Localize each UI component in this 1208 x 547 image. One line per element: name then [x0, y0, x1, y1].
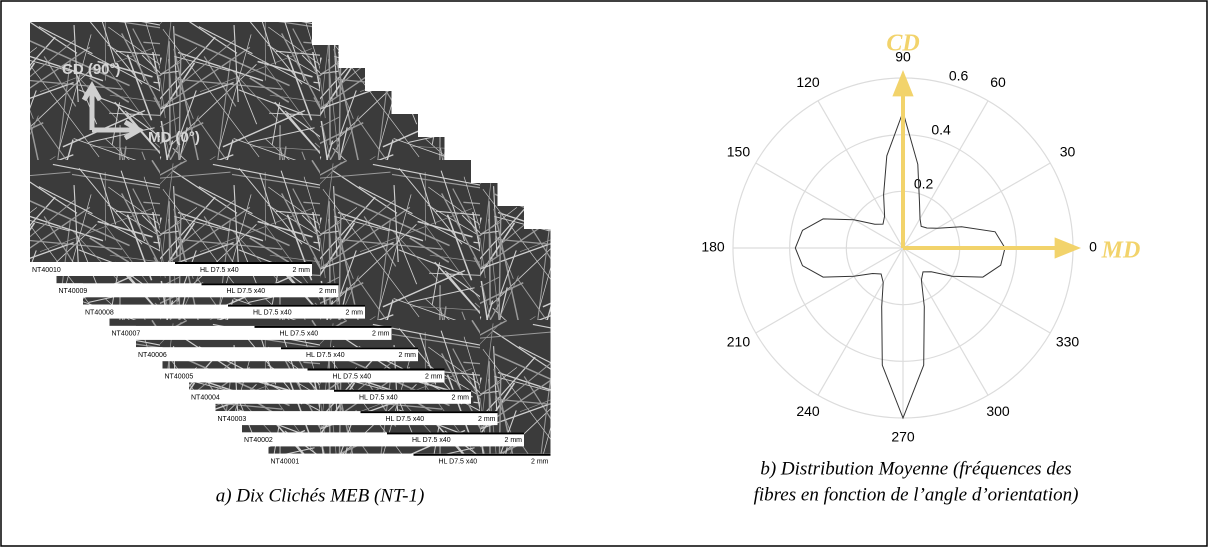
image-scale: 2 mm — [452, 395, 470, 402]
overlay-arrow — [81, 80, 145, 141]
theta-tick-label: 120 — [796, 74, 820, 90]
image-id: NT40002 — [244, 437, 273, 444]
image-id: NT40009 — [59, 288, 88, 295]
caption: a) Dix Clichés MEB (NT-1) — [216, 485, 425, 506]
theta-tick-label: 210 — [727, 334, 751, 350]
theta-tick-label: 240 — [796, 403, 820, 419]
polar-chart: 0 30 60 90 120 150 180 210 240 270 300 330 0.2 0.4 0.6… — [701, 31, 1140, 445]
image-id: NT40001 — [271, 459, 300, 466]
image-info: HL D7.5 x40 — [333, 373, 372, 380]
axis-arrow-label: MD — [1101, 238, 1141, 264]
theta-tick-label: 60 — [990, 74, 1006, 90]
image-scale: 2 mm — [425, 373, 443, 380]
axis-arrow-label: CD — [886, 31, 919, 57]
r-tick-label: 0.4 — [931, 121, 951, 137]
image-info: HL D7.5 x40 — [280, 331, 319, 338]
axis-arrow-head — [1054, 237, 1081, 259]
image-info: HL D7.5 x40 — [439, 459, 478, 466]
image-id: NT40006 — [138, 352, 167, 359]
r-tick-label: 0.2 — [914, 175, 934, 191]
caption: b) Distribution Moyenne (fréquences des — [760, 458, 1071, 479]
image-scale: 2 mm — [478, 416, 496, 423]
image-id: NT40005 — [165, 373, 194, 380]
axis-arrow-head — [892, 70, 914, 97]
micrograph — [30, 22, 312, 262]
distribution-line — [794, 110, 1006, 420]
image-info: HL D7.5 x40 — [253, 309, 292, 316]
theta-grid — [817, 247, 904, 396]
sem-image: NT40010 HL D7.5 x40 2 mm — [30, 22, 312, 276]
info-strip — [56, 283, 339, 298]
theta-grid — [902, 247, 989, 396]
theta-tick-label: 150 — [727, 144, 751, 160]
image-scale: 2 mm — [505, 437, 523, 444]
overlay-label: MD (0°) — [148, 129, 200, 146]
caption: fibres en fonction de l’angle d’orientat… — [754, 484, 1079, 505]
info-strip — [268, 453, 551, 468]
info-strip — [189, 389, 471, 404]
info-strip — [215, 411, 498, 426]
info-strip — [162, 368, 445, 383]
image-info: HL D7.5 x40 — [386, 416, 425, 423]
theta-grid — [902, 247, 1051, 334]
image-info: HL D7.5 x40 — [227, 288, 266, 295]
image-scale: 2 mm — [372, 331, 390, 338]
image-id: NT40004 — [191, 395, 220, 402]
theta-tick-label: 0 — [1089, 239, 1097, 255]
theta-grid — [755, 162, 904, 249]
image-info: HL D7.5 x40 — [200, 267, 239, 274]
theta-grid — [902, 100, 989, 249]
theta-tick-label: 330 — [1056, 334, 1080, 350]
theta-grid — [817, 100, 904, 249]
theta-grid — [902, 162, 1051, 249]
image-id: NT40008 — [85, 309, 114, 316]
theta-tick-label: 300 — [986, 403, 1010, 419]
overlay-axes: CD (90°) MD (0°) — [62, 61, 200, 146]
theta-tick-label: 30 — [1060, 144, 1076, 160]
image-id: NT40010 — [32, 267, 61, 274]
image-scale: 2 mm — [531, 459, 549, 466]
theta-tick-label: 180 — [701, 239, 725, 255]
image-scale: 2 mm — [346, 309, 364, 316]
theta-tick-label: 270 — [891, 429, 915, 445]
info-strip — [136, 347, 418, 362]
image-scale: 2 mm — [319, 288, 337, 295]
theta-grid — [755, 247, 904, 334]
image-info: HL D7.5 x40 — [359, 395, 398, 402]
image-scale: 2 mm — [293, 267, 311, 274]
info-strip — [109, 325, 392, 340]
sem-stack: NT40001 HL D7.5 x40 2 mm NT40002 HL D7.5 x40… — [30, 22, 551, 468]
image-info: HL D7.5 x40 — [412, 437, 451, 444]
image-id: NT40007 — [112, 331, 141, 338]
r-tick-label: 0.6 — [949, 68, 969, 84]
info-strip — [242, 432, 524, 447]
theta-tick-label: 90 — [895, 49, 911, 65]
image-info: HL D7.5 x40 — [306, 352, 345, 359]
info-strip — [83, 304, 365, 319]
overlay-label: CD (90°) — [62, 61, 121, 78]
info-strip — [30, 262, 312, 276]
image-scale: 2 mm — [399, 352, 417, 359]
image-id: NT40003 — [218, 416, 247, 423]
